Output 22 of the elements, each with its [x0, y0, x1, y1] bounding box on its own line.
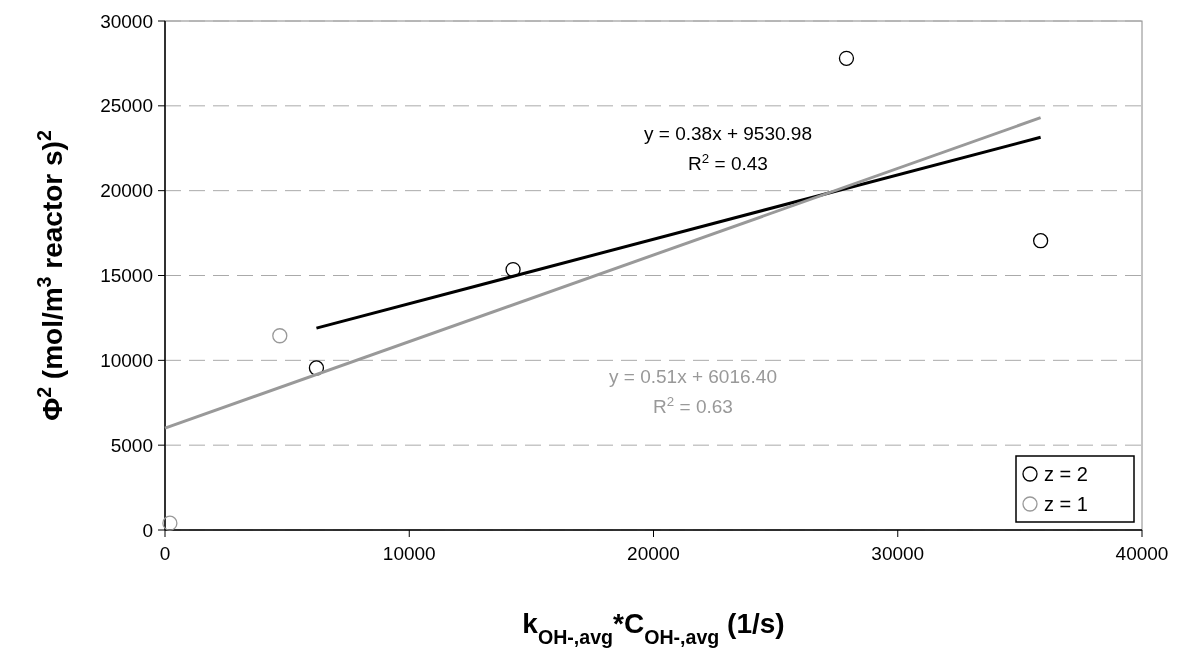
- y-tick-label: 20000: [100, 180, 153, 202]
- y-tick-label: 25000: [100, 95, 153, 117]
- y-tick-label: 15000: [100, 265, 153, 287]
- legend-label: z = 1: [1044, 493, 1088, 515]
- x-tick-label: 40000: [1115, 543, 1169, 564]
- annotation: y = 0.51x + 6016.40 R$^{2}$ = 0.63: [609, 366, 777, 417]
- x-tick-label: 10000: [382, 543, 436, 564]
- x-axis-title: k$_{OH-,avg}$*C$_{OH-,avg}$ (1/s): [522, 608, 785, 648]
- y-tick-label: 30000: [100, 10, 153, 32]
- y-tick-label: 5000: [110, 434, 153, 456]
- y-tick-label: 0: [142, 519, 153, 541]
- legend-label: z = 2: [1044, 463, 1088, 485]
- annotation: y = 0.38x + 9530.98 R$^{2}$ = 0.43: [644, 123, 812, 174]
- point: [505, 261, 521, 278]
- point: [838, 50, 855, 66]
- x-tick-label: 0: [159, 543, 171, 564]
- point: [272, 328, 288, 344]
- point: [1032, 233, 1049, 249]
- point: [162, 515, 178, 531]
- y-tick-label: 10000: [100, 349, 153, 371]
- x-tick-label: 30000: [871, 543, 925, 564]
- x-tick-label: 20000: [627, 543, 680, 564]
